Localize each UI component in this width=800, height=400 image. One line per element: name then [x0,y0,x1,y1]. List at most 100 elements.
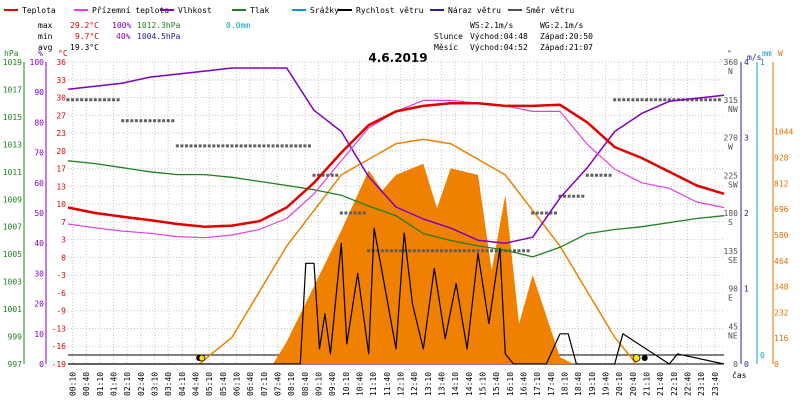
x-tick: 02:10 [123,372,132,396]
wind-direction-mark [581,194,585,198]
c-tick: 17 [56,165,66,174]
hpa-tick: 1013 [3,140,22,149]
wind-direction-mark [93,98,97,102]
wind-direction-mark [408,249,412,253]
legend-label: Vlhkost [178,6,212,15]
c-tick: 30 [56,94,66,103]
x-tick: 07:40 [274,372,283,396]
info-moon-label: Měsíc [434,43,458,52]
hpa-tick: 1015 [3,113,22,122]
dir-tick: 270 [724,134,739,143]
wind-direction-mark [235,144,239,148]
dir-tick: 0 [733,360,738,369]
wind-direction-mark [107,98,111,102]
x-tick: 08:40 [301,372,310,396]
w-tick: 0 [774,360,779,369]
wind-direction-mark [212,144,216,148]
wind-direction-mark [253,144,257,148]
wind-direction-mark [153,119,157,123]
x-tick: 05:10 [205,372,214,396]
wind-direction-mark [134,119,138,123]
humidity-line [67,67,725,244]
dir-tick: 180 [724,209,739,218]
wind-direction-mark [499,249,503,253]
c-tick: -3 [56,271,66,280]
wind-direction-mark [367,249,371,253]
wind-direction-mark [663,98,667,102]
dir-name: S [728,218,733,227]
x-tick: 21:10 [643,372,652,396]
wind-direction-mark [667,98,671,102]
unit-deg: ° [727,49,732,58]
hpa-tick: 1011 [3,168,22,177]
x-tick: 13:10 [424,372,433,396]
ms-tick: 0 [744,360,749,369]
wind-direction-mark [71,98,75,102]
x-tick: 12:40 [410,372,419,396]
hpa-tick: 1001 [3,305,22,314]
wind-direction-mark [216,144,220,148]
hpa-tick: 1019 [3,58,22,67]
stat-min-temp: 9.7°C [75,32,99,41]
wind-direction-mark [239,144,243,148]
dir-name: E [728,294,733,303]
x-tick: 22:10 [670,372,679,396]
wind-direction-mark [262,144,266,148]
wind-direction-mark [330,173,334,177]
wind-direction-mark [471,249,475,253]
c-tick: 7 [61,218,66,227]
wind-direction-mark [348,211,352,215]
wind-direction-mark [430,249,434,253]
w-tick: 812 [774,179,789,188]
wind-direction-mark [317,173,321,177]
legend-label: Rychlost větru [356,6,424,15]
c-tick: 13 [56,182,66,191]
wind-direction-mark [184,144,188,148]
info-sun-label: Slunce [434,32,463,41]
wind-direction-mark [257,144,261,148]
wind-direction-mark [280,144,284,148]
wind-direction-mark [553,211,557,215]
wind-direction-mark [207,144,211,148]
wind-direction-mark [339,211,343,215]
wind-direction-mark [435,249,439,253]
x-tick: 07:10 [260,372,269,396]
x-tick: 15:40 [492,372,501,396]
wind-direction-mark [567,194,571,198]
wind-direction-mark [421,249,425,253]
x-tick: 02:40 [137,372,146,396]
wind-direction-mark [704,98,708,102]
chart-title: 4.6.2019 [368,51,427,65]
wind-direction-mark [490,249,494,253]
wind-direction-mark [385,249,389,253]
x-tick: 09:10 [315,372,324,396]
unit-pct: % [38,49,43,58]
wind-direction-mark [157,119,161,123]
dir-tick: 315 [724,96,739,105]
stats-block: max 29.2°C 100% 1012.3hPa 0.0mm min 9.7°… [38,21,250,52]
wind-direction-mark [695,98,699,102]
ms-tick: 3 [744,134,749,143]
legend-label: Směr větru [526,6,574,15]
wind-direction-mark [171,119,175,123]
wind-direction-mark [572,194,576,198]
wind-direction-mark [590,173,594,177]
w-tick: 116 [774,334,789,343]
x-tick: 00:40 [82,372,91,396]
unit-time: čas [732,370,747,380]
wind-direction-mark [481,249,485,253]
unit-c: °C [58,49,68,58]
wind-direction-mark [417,249,421,253]
hpa-tick: 1017 [3,85,22,94]
sun-set-icon [632,354,641,362]
pct-tick: 50 [34,209,44,218]
wind-direction-mark [266,144,270,148]
x-tick: 00:10 [69,372,78,396]
ms-tick: 2 [744,209,749,218]
wind-direction-mark [399,249,403,253]
wind-direction-mark [189,144,193,148]
c-tick: 0 [61,253,66,262]
x-tick: 01:40 [110,372,119,396]
pct-tick: 0 [39,360,44,369]
